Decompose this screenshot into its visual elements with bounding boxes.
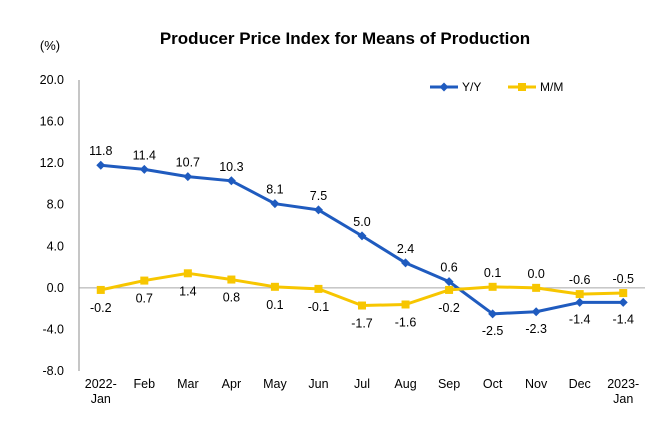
yy-marker — [139, 164, 149, 174]
mm-marker — [227, 275, 236, 284]
mm-data-label: -1.6 — [395, 315, 417, 329]
y-tick-label: 4.0 — [47, 239, 64, 253]
mm-data-label: 0.8 — [223, 291, 240, 305]
mm-data-label: -0.5 — [612, 272, 634, 286]
x-tick-label: Dec — [569, 377, 591, 391]
y-tick-label: 0.0 — [47, 281, 64, 295]
y-tick-label: 16.0 — [40, 115, 64, 129]
mm-data-label: -1.7 — [351, 317, 373, 331]
yy-data-label: 7.5 — [310, 189, 327, 203]
yy-marker — [444, 277, 454, 287]
yy-marker — [618, 297, 628, 307]
yy-data-label: 11.4 — [133, 148, 156, 162]
x-tick-label: Nov — [525, 377, 548, 391]
mm-marker — [401, 300, 410, 309]
mm-marker — [314, 284, 323, 293]
mm-marker — [140, 276, 149, 285]
yy-marker — [575, 297, 585, 307]
x-tick-label: Apr — [222, 377, 241, 391]
x-tick-label: Jul — [354, 377, 370, 391]
yy-marker — [313, 205, 323, 215]
yy-data-label: 11.8 — [89, 144, 112, 158]
yy-data-label: -1.4 — [612, 312, 634, 326]
mm-data-label: 0.1 — [484, 266, 501, 280]
yy-marker — [488, 309, 498, 319]
mm-marker — [619, 289, 628, 298]
data-labels: 11.8 11.4 10.7 10.3 8.1 7.5 5.0 2.4 0.6 -2.5 -2.3 -… — [89, 144, 634, 338]
yy-data-label: 0.6 — [440, 261, 457, 275]
x-tick-label: Oct — [483, 377, 503, 391]
yy-data-label: -1.4 — [569, 312, 591, 326]
mm-marker — [445, 285, 454, 294]
mm-marker — [575, 290, 584, 299]
x-tick-label: 2022-Jan — [85, 377, 117, 406]
yy-marker — [531, 307, 541, 317]
mm-data-label: 1.4 — [179, 284, 196, 298]
legend-label: Y/Y — [462, 80, 481, 94]
x-tick-label: Mar — [177, 377, 199, 391]
axes — [78, 80, 645, 371]
x-tick-label: Sep — [438, 377, 460, 391]
x-tick-label: Feb — [134, 377, 156, 391]
yy-marker — [96, 160, 106, 170]
y-tick-label: 12.0 — [40, 156, 64, 170]
mm-marker — [96, 285, 105, 294]
legend-marker — [439, 82, 449, 92]
y-tick-label: 8.0 — [47, 198, 64, 212]
y-tick-label: -8.0 — [42, 364, 64, 378]
mm-marker — [183, 269, 192, 278]
yy-data-label: 10.7 — [176, 156, 200, 170]
x-tick-label: May — [263, 377, 287, 391]
yy-data-label: 2.4 — [397, 242, 414, 256]
series-markers — [96, 160, 628, 319]
x-tick-label: Aug — [394, 377, 416, 391]
legend-marker — [518, 83, 526, 91]
y-tick-label: 20.0 — [40, 73, 64, 87]
yy-marker — [401, 258, 411, 268]
mm-data-label: 0.1 — [266, 298, 283, 312]
yy-data-label: 8.1 — [266, 183, 283, 197]
y-axis-unit-label: (%) — [40, 38, 60, 53]
mm-data-label: -0.6 — [569, 273, 591, 287]
legend-label: M/M — [540, 80, 563, 94]
x-tick-labels: 2022-Jan Feb Mar Apr May Jun Jul Aug Sep Oct Nov De… — [85, 377, 639, 406]
yy-marker — [226, 176, 236, 186]
y-tick-label: -4.0 — [42, 322, 64, 336]
mm-data-label: 0.0 — [527, 267, 544, 281]
mm-marker — [532, 283, 541, 292]
mm-data-label: 0.7 — [136, 292, 153, 306]
mm-marker — [358, 301, 366, 310]
mm-data-label: -0.2 — [90, 301, 112, 315]
yy-data-label: 5.0 — [353, 215, 370, 229]
mm-data-label: -0.2 — [438, 301, 460, 315]
x-tick-label: 2023-Jan — [607, 377, 639, 406]
yy-data-label: 10.3 — [219, 160, 243, 174]
yy-marker — [183, 172, 193, 182]
legend: Y/Y M/M — [430, 80, 563, 94]
yy-marker — [270, 199, 280, 209]
mm-marker — [270, 282, 279, 291]
yy-data-label: -2.3 — [525, 322, 547, 336]
chart-title: Producer Price Index for Means of Produc… — [160, 29, 530, 48]
y-tick-labels: 20.0 16.0 12.0 8.0 4.0 0.0 -4.0 -8.0 — [40, 73, 64, 378]
mm-marker — [488, 282, 497, 291]
x-tick-label: Jun — [308, 377, 328, 391]
yy-marker — [357, 231, 367, 241]
mm-data-label: -0.1 — [308, 300, 330, 314]
yy-data-label: -2.5 — [482, 324, 504, 338]
